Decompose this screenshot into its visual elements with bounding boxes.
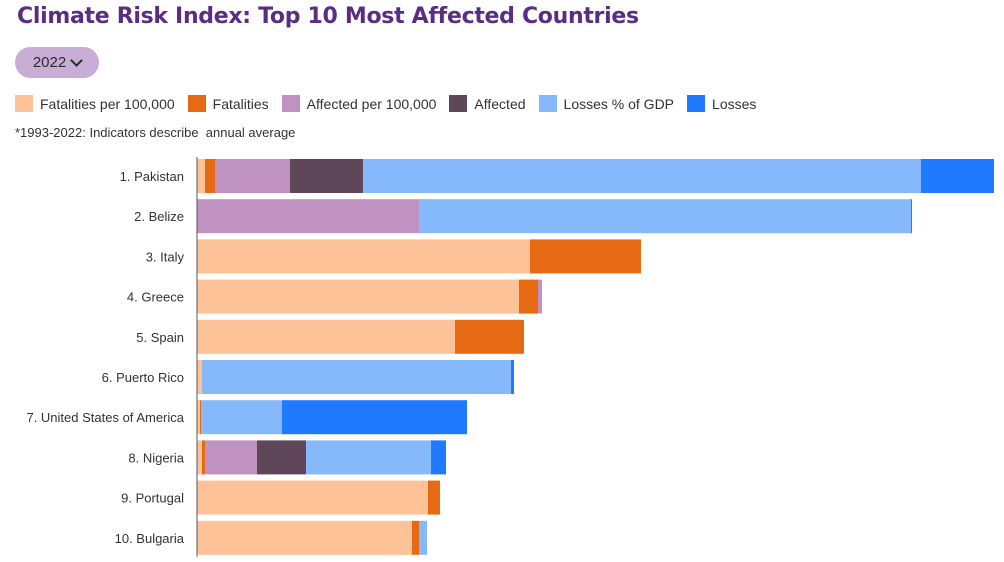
year-selector[interactable]: 2022 [15,47,99,78]
category-label: 1. Pakistan [120,169,184,184]
bar-segment-fatalities_per_100k[interactable] [197,239,530,274]
legend-item[interactable]: Fatalities [187,95,269,112]
category-label: 7. United States of America [26,410,184,425]
bar-segment-losses[interactable] [921,159,994,193]
legend-swatch [687,95,706,112]
bar-segment-fatalities[interactable] [530,239,641,274]
bar-segment-affected_per_100k[interactable] [205,440,257,475]
footnote: *1993-2022: Indicators describe annual a… [15,125,296,140]
bar-segment-fatalities[interactable] [412,520,419,555]
bar-segment-affected_per_100k[interactable] [197,199,419,234]
bar-segment-losses_gdp[interactable] [363,159,921,193]
legend-swatch [449,95,468,112]
category-label: 5. Spain [136,330,184,345]
category-label: 3. Italy [146,249,185,264]
legend-label: Fatalities [212,95,269,112]
legend-swatch [187,95,206,112]
legend-label: Losses % of GDP [563,95,675,112]
bar-segment-affected[interactable] [290,159,363,193]
bar-segment-losses[interactable] [911,199,912,234]
category-label: 6. Puerto Rico [102,370,184,385]
bar-segment-fatalities_per_100k[interactable] [197,440,202,475]
legend-label: Losses [712,95,757,112]
bar-segment-fatalities_per_100k[interactable] [197,400,200,435]
bar-segment-affected_per_100k[interactable] [215,159,290,193]
bar-segment-affected[interactable] [257,440,306,475]
bar-segment-fatalities[interactable] [205,159,215,193]
bar-segment-fatalities[interactable] [200,400,201,435]
legend-item[interactable]: Losses % of GDP [538,95,675,112]
bar-segment-losses[interactable] [511,360,514,394]
bar-segment-fatalities_per_100k[interactable] [197,279,519,314]
legend-swatch [538,95,557,112]
legend: Fatalities per 100,000 Fatalities Affected… [15,95,769,112]
category-label: 10. Bulgaria [115,531,185,546]
bar-segment-losses_gdp[interactable] [202,360,511,394]
bar-segment-fatalities_per_100k[interactable] [197,319,455,354]
legend-swatch [15,95,33,112]
bar-segment-fatalities[interactable] [202,440,205,475]
bar-segment-fatalities_per_100k[interactable] [197,360,202,394]
bar-segment-fatalities[interactable] [428,480,440,515]
bar-segment-losses_gdp[interactable] [201,400,282,435]
legend-item[interactable]: Affected [449,95,526,112]
legend-item[interactable]: Fatalities per 100,000 [15,95,175,112]
legend-label: Fatalities per 100,000 [40,95,175,112]
stacked-bar-chart: 1. Pakistan 2. Belize 3. Italy 4. Greece 5. … [26,157,994,557]
bar-segment-affected_per_100k[interactable] [538,279,542,314]
category-label: 2. Belize [134,209,184,224]
bar-segment-losses_gdp[interactable] [419,199,911,234]
chevron-down-icon [70,54,84,67]
bar-segment-fatalities[interactable] [455,319,524,354]
page-title: Climate Risk Index: Top 10 Most Affected… [17,4,639,29]
bar-segment-fatalities[interactable] [519,279,538,314]
legend-swatch [281,95,300,112]
year-selector-value: 2022 [32,54,67,71]
bar-segment-losses[interactable] [282,400,467,435]
bar-segment-fatalities_per_100k[interactable] [197,159,205,193]
legend-item[interactable]: Losses [687,95,756,112]
category-label: 9. Portugal [121,491,184,506]
bar-segment-losses_gdp[interactable] [419,520,427,555]
legend-label: Affected [474,95,526,112]
category-label: 4. Greece [127,290,184,305]
category-label: 8. Nigeria [128,450,184,465]
bar-segment-fatalities_per_100k[interactable] [197,520,412,555]
legend-item[interactable]: Affected per 100,000 [281,95,437,112]
bar-segment-losses_gdp[interactable] [306,440,431,475]
bar-segment-fatalities_per_100k[interactable] [197,480,428,515]
legend-label: Affected per 100,000 [306,95,437,112]
bar-segment-losses[interactable] [431,440,446,475]
